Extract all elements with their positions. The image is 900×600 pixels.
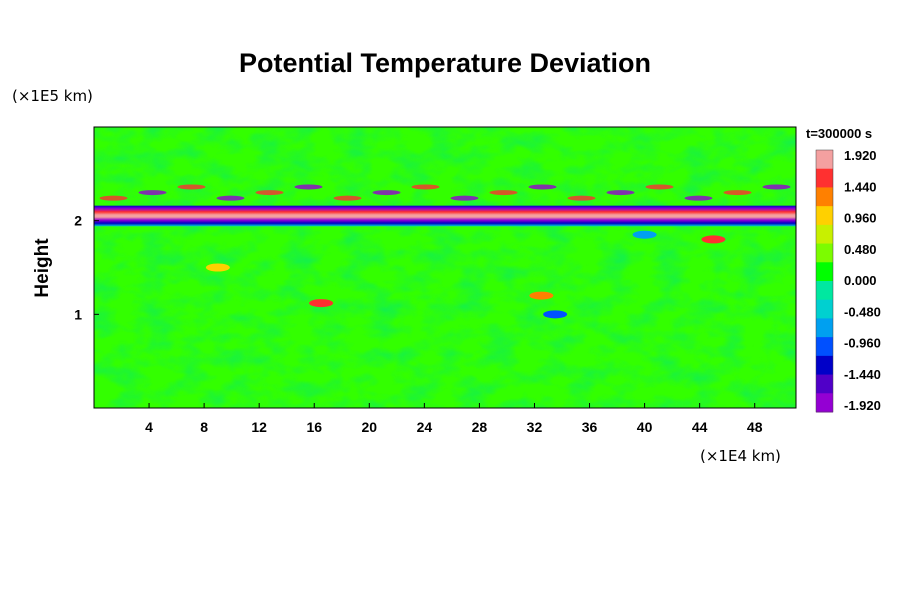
- colorbar-swatch: [816, 168, 833, 188]
- heatmap-texture: [94, 127, 796, 408]
- colorbar-swatch: [816, 281, 833, 301]
- x-tick-label: 36: [582, 419, 598, 435]
- colorbar-label: -1.920: [844, 398, 881, 413]
- anomaly-blob-3: [529, 291, 554, 300]
- anomaly-blob-2: [309, 299, 334, 308]
- x-tick-label: 8: [200, 419, 208, 435]
- x-tick-label: 12: [251, 419, 267, 435]
- wave-streak: [333, 195, 362, 201]
- colorbar-label: 0.000: [844, 273, 877, 288]
- chart-title: Potential Temperature Deviation: [239, 48, 651, 78]
- colorbar-swatch: [816, 393, 833, 413]
- anomaly-blob-1: [701, 235, 726, 244]
- anomaly-blob-4: [205, 263, 230, 272]
- wave-streak: [762, 184, 791, 190]
- wave-streak: [177, 184, 206, 190]
- wave-streak: [450, 195, 479, 201]
- colorbar-swatch: [816, 150, 833, 170]
- y-tick-label: 2: [74, 213, 82, 229]
- y-axis-label: Height: [32, 238, 53, 298]
- wave-streak: [372, 190, 401, 196]
- heatmap-field: [94, 127, 796, 408]
- y-tick-label: 1: [74, 306, 82, 322]
- plot-frame: [93, 126, 797, 409]
- colorbar-swatch: [816, 355, 833, 376]
- colorbar-label: -0.960: [844, 336, 881, 351]
- wave-streak: [411, 184, 440, 190]
- colorbar-swatch: [816, 337, 833, 357]
- x-tick-label: 28: [472, 419, 488, 435]
- colorbar-label: -0.480: [844, 304, 881, 319]
- x-tick-label: 40: [637, 419, 653, 435]
- colorbar-swatch: [816, 224, 833, 245]
- anomaly-blob-5: [543, 310, 568, 319]
- y-unit-label: (×1E5 km): [12, 87, 93, 105]
- wave-streak: [255, 190, 284, 196]
- colorbar-swatch: [816, 374, 833, 394]
- colorbar-swatch: [816, 318, 833, 338]
- colorbar-label: -1.440: [844, 367, 881, 382]
- x-tick-label: 4: [145, 419, 153, 435]
- colorbar-swatch: [816, 206, 833, 226]
- wave-streak: [723, 190, 752, 196]
- x-unit-label: (×1E4 km): [700, 447, 781, 465]
- colorbar-label: 0.960: [844, 211, 877, 226]
- wave-streak: [606, 190, 635, 196]
- wave-streak: [684, 195, 713, 201]
- colorbar-swatch: [816, 187, 833, 207]
- x-tick-label: 48: [747, 419, 763, 435]
- colorbar-frame: [815, 149, 834, 413]
- wave-streak: [138, 190, 167, 196]
- x-tick-label: 32: [527, 419, 543, 435]
- wave-streak: [489, 190, 518, 196]
- colorbar-label: 0.480: [844, 242, 877, 257]
- colorbar-label: 1.440: [844, 179, 877, 194]
- x-tick-label: 24: [417, 419, 433, 435]
- wave-streak: [216, 195, 245, 201]
- colorbar-swatch: [816, 299, 833, 319]
- time-label: t=300000 s: [806, 126, 872, 141]
- colorbar-label: 1.920: [844, 148, 877, 163]
- colorbar-swatch: [816, 262, 833, 282]
- x-tick-label: 16: [306, 419, 322, 435]
- wave-streak: [645, 184, 674, 190]
- wave-streak: [294, 184, 323, 190]
- wave-streak: [567, 195, 596, 201]
- colorbar-swatch: [816, 243, 833, 263]
- x-tick-label: 44: [692, 419, 708, 435]
- x-tick-label: 20: [362, 419, 378, 435]
- wave-streak: [528, 184, 557, 190]
- inversion-band: [94, 205, 796, 227]
- wave-streak: [99, 195, 128, 201]
- anomaly-blob-6: [632, 230, 657, 239]
